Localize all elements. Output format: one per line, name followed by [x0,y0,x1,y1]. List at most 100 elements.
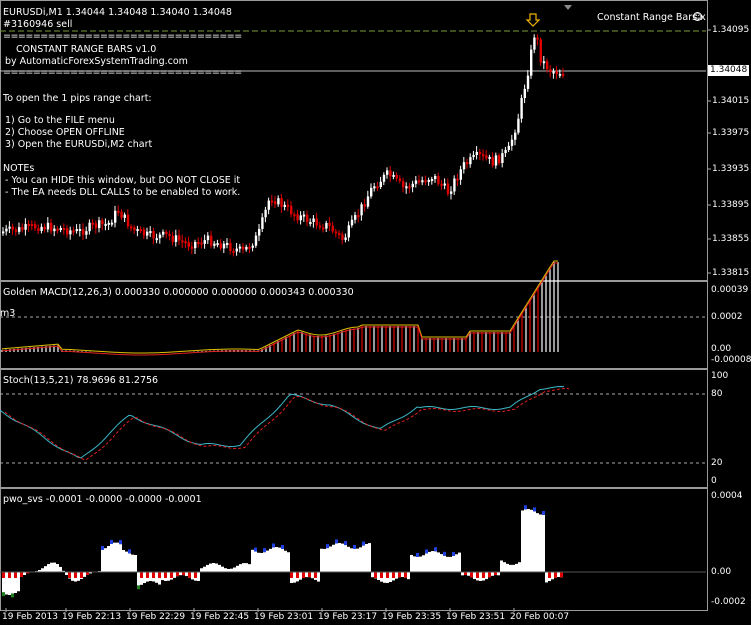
pwo-red-bar [476,572,479,578]
candle-body [510,139,514,146]
candle-body [322,227,325,230]
pwo-bar [509,564,512,572]
candle-body [402,181,405,188]
pwo-bar [113,542,116,572]
pwo-red-bar [290,572,293,578]
pwo-bar [200,568,203,572]
candle-body [30,224,34,227]
pwo-bar [2,572,5,594]
time-tick: 19 Feb 23:01 [254,612,314,622]
candle-body [8,226,11,229]
pwo-bar [263,552,266,572]
candle-body [530,49,533,76]
candle-body [139,229,142,232]
price-tick: 1.33895 [712,200,750,210]
pwo-bar [410,554,413,572]
pwo-bar [359,547,362,572]
candle-body [174,235,178,242]
candle-body [114,210,117,223]
pwo-bar [119,544,122,572]
pwo-bar [23,572,26,575]
pwo-accent [2,592,5,597]
pwo-bar [11,572,14,595]
candle-body [152,231,155,239]
pwo-bar [143,572,146,584]
candle-body [203,240,206,244]
stoch-tick: 80 [711,389,723,399]
candle-body [312,218,315,222]
candle-body [78,228,82,231]
candle-body [2,231,5,234]
macd-tick: -0.00008 [711,355,751,365]
arrow-down-icon [525,13,541,27]
candle-body [549,69,552,73]
candle-body [14,229,18,232]
pwo-bar [389,572,392,583]
pwo-bar [212,563,215,572]
price-pane[interactable] [0,0,708,281]
smiley-icon[interactable]: ☺ [693,12,702,21]
time-tick: 19 Feb 22:29 [126,612,186,622]
pwo-red-bar [194,572,197,578]
stoch-main-line [0,386,565,459]
candle-body [357,215,360,218]
candle-body [562,73,565,76]
pwo-bar [350,548,353,572]
ea-label[interactable]: Constant Range Bars.x [597,12,706,23]
pwo-bar [479,572,482,581]
candle-body [334,231,338,234]
stoch-pane[interactable] [0,369,708,488]
candle-body [299,215,302,221]
pwo-bar [77,572,80,581]
pwo-bar [65,572,68,575]
pwo-bar [347,546,350,572]
candle-body [552,71,555,74]
candle-body [542,61,546,64]
pwo-accent [119,540,122,545]
pwo-bar [401,572,404,578]
candle-body [363,204,366,207]
pwo-bar [107,546,110,572]
pwo-bar [101,549,104,572]
candle-body [206,235,210,241]
pwo-bar [425,553,428,572]
pwo-bar [158,572,161,585]
pwo-bar [329,546,332,572]
candle-body [366,196,370,207]
scroll-marker-icon[interactable] [564,5,572,10]
candle-body [238,246,242,249]
pwo-accent [542,510,545,515]
candle-body [251,245,254,248]
candle-body [306,214,309,223]
pwo-bar [209,563,212,572]
pwo-red-bar [548,572,551,578]
pwo-bar [383,572,386,583]
pwo-bar [89,572,92,574]
pwo-red-bar [386,572,389,578]
pwo-red-bar [554,572,557,578]
pwo-accent [128,549,131,554]
pwo-label: pwo_svs -0.0001 -0.0000 -0.0000 -0.0001 [3,494,202,505]
pwo-bar [242,563,245,572]
notes-title: NOTEs [3,163,35,174]
candle-body [261,217,264,229]
pwo-bar [197,572,200,581]
pwo-bar [332,544,335,572]
pwo-bar [338,543,341,572]
pwo-bar [416,556,419,572]
candle-body [421,180,424,183]
time-tick: 19 Feb 22:45 [190,612,250,622]
pwo-accent [101,545,104,550]
candle-body [309,221,312,224]
pwo-bar [551,572,554,580]
candle-body [88,222,91,232]
pwo-bar [161,572,164,581]
candle-body [56,228,59,231]
candle-body [5,228,8,232]
pwo-bar [14,572,17,594]
candle-body [286,204,290,207]
candle-body [354,215,357,220]
price-axis[interactable] [708,0,751,281]
candle-body [280,198,283,208]
